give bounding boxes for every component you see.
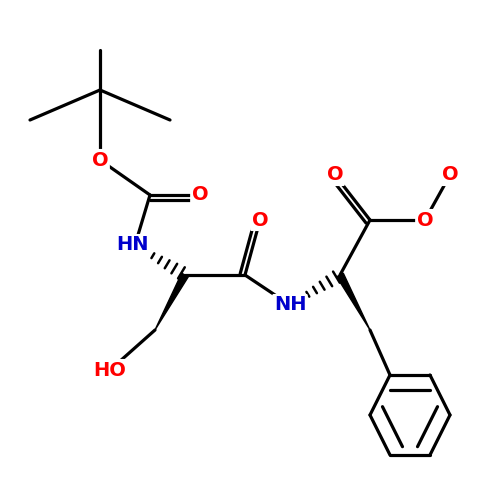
Text: HO: HO — [94, 360, 126, 380]
Text: O: O — [442, 166, 458, 184]
Text: NH: NH — [274, 296, 306, 314]
Text: O: O — [252, 210, 268, 230]
Text: O: O — [416, 210, 434, 230]
Text: O: O — [326, 166, 344, 184]
Text: O: O — [192, 186, 208, 204]
Polygon shape — [155, 273, 188, 330]
Text: HN: HN — [116, 236, 149, 255]
Polygon shape — [336, 273, 370, 330]
Text: O: O — [92, 150, 108, 170]
